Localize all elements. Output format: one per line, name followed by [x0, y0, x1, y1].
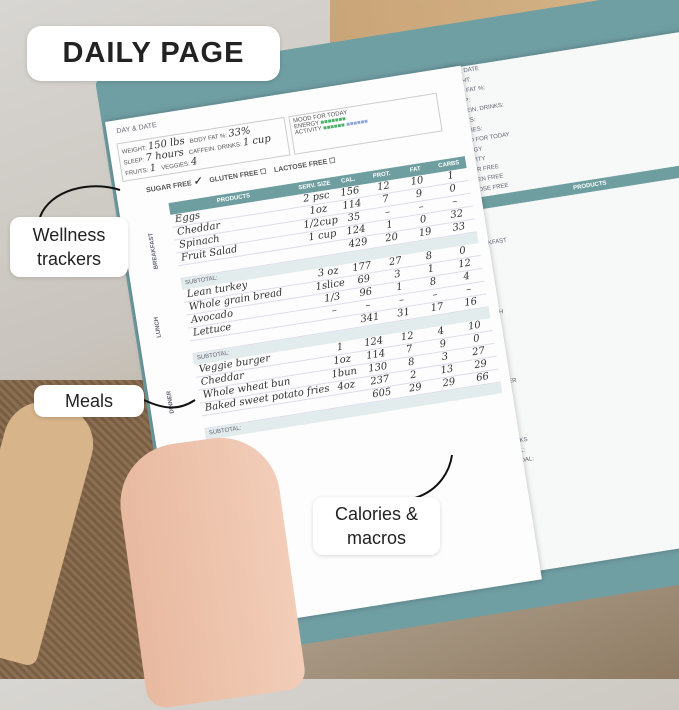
page-title: DAILY PAGE [27, 26, 280, 81]
callout-meals: Meals [34, 385, 144, 417]
callout-calories-macros: Calories & macros [313, 497, 440, 555]
callout-wellness-trackers: Wellness trackers [10, 217, 128, 277]
callout-arrows [39, 185, 453, 499]
